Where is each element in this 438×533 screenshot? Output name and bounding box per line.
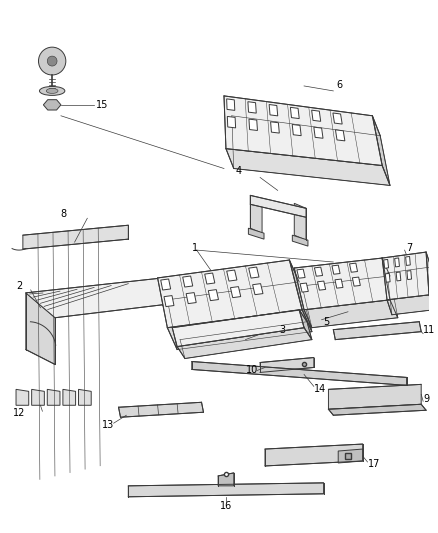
Polygon shape [332,265,340,274]
Polygon shape [260,358,314,373]
Polygon shape [290,260,312,332]
Polygon shape [63,389,76,405]
Polygon shape [226,149,390,185]
Polygon shape [208,289,219,301]
Polygon shape [186,293,196,304]
Polygon shape [384,260,389,268]
Text: 11: 11 [423,325,435,335]
Polygon shape [47,389,60,405]
Text: 4: 4 [236,166,242,175]
Text: 15: 15 [96,100,109,110]
Polygon shape [312,110,321,122]
Polygon shape [226,99,235,110]
Text: 2: 2 [16,281,22,291]
Polygon shape [23,225,128,249]
Polygon shape [328,384,421,409]
Polygon shape [300,283,308,292]
Polygon shape [227,270,237,281]
Polygon shape [314,127,323,138]
Polygon shape [177,328,312,359]
Polygon shape [353,277,360,286]
Polygon shape [328,404,426,415]
Polygon shape [299,310,312,340]
Polygon shape [387,295,434,315]
Polygon shape [336,130,345,141]
Polygon shape [119,402,204,417]
Polygon shape [297,269,305,278]
Polygon shape [172,310,304,346]
Polygon shape [382,258,398,318]
Polygon shape [227,116,236,128]
Polygon shape [26,293,55,365]
Text: 5: 5 [324,317,330,327]
Text: 14: 14 [314,384,326,394]
Polygon shape [161,279,171,290]
Polygon shape [350,263,357,272]
Polygon shape [158,260,302,328]
Polygon shape [248,102,256,113]
Polygon shape [32,389,44,405]
Polygon shape [395,258,399,267]
Text: 13: 13 [102,420,114,430]
Polygon shape [164,296,174,306]
Polygon shape [396,272,401,281]
Polygon shape [318,281,325,290]
Polygon shape [290,107,299,119]
Text: 10: 10 [245,366,258,375]
Text: 8: 8 [60,209,66,219]
Circle shape [47,56,57,66]
Polygon shape [338,449,363,463]
Polygon shape [162,278,187,320]
Polygon shape [426,252,434,310]
Polygon shape [248,228,264,239]
Text: 17: 17 [367,459,380,469]
Ellipse shape [46,88,58,93]
Polygon shape [16,389,29,405]
Polygon shape [192,361,406,385]
Polygon shape [251,196,306,217]
Polygon shape [294,203,306,240]
Polygon shape [249,119,258,131]
Polygon shape [253,284,263,295]
Polygon shape [251,196,262,233]
Polygon shape [265,444,363,466]
Polygon shape [224,96,382,166]
Polygon shape [249,267,259,278]
Polygon shape [382,252,429,300]
Polygon shape [304,300,398,328]
Polygon shape [26,278,162,318]
Circle shape [39,47,66,75]
Polygon shape [205,273,215,284]
Text: 12: 12 [13,408,25,418]
Polygon shape [78,389,91,405]
Ellipse shape [39,86,65,95]
Polygon shape [183,276,193,287]
Text: 16: 16 [220,500,232,511]
Polygon shape [294,258,390,310]
Polygon shape [406,256,410,265]
Polygon shape [218,473,234,486]
Polygon shape [333,322,421,340]
Text: 3: 3 [279,325,286,335]
Polygon shape [128,483,324,497]
Polygon shape [43,100,61,110]
Polygon shape [372,116,390,185]
Text: 6: 6 [336,80,343,90]
Polygon shape [407,271,412,280]
Polygon shape [167,310,312,350]
Polygon shape [333,113,342,124]
Polygon shape [385,273,390,282]
Text: 9: 9 [423,394,429,405]
Polygon shape [292,235,308,246]
Polygon shape [314,267,322,276]
Polygon shape [269,104,278,116]
Polygon shape [335,279,343,288]
Text: 7: 7 [406,243,413,253]
Text: 1: 1 [192,243,198,253]
Polygon shape [271,122,279,133]
Polygon shape [230,287,241,297]
Polygon shape [292,125,301,136]
